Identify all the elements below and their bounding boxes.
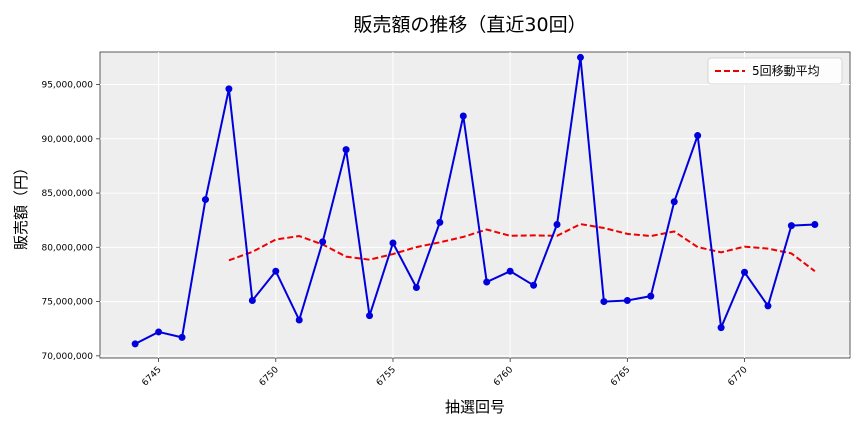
sales-data-point (717, 324, 725, 332)
sales-data-point (623, 296, 631, 304)
sales-data-point (272, 267, 280, 275)
sales-data-point (506, 267, 514, 275)
sales-data-point (155, 328, 163, 336)
sales-data-point (647, 292, 655, 300)
sales-data-point (811, 221, 819, 229)
legend: 5回移動平均 (707, 57, 843, 85)
x-tick-label: 6755 (375, 365, 398, 388)
sales-data-point (553, 221, 561, 229)
sales-data-point (483, 278, 491, 286)
sales-data-point (670, 198, 678, 206)
y-tick-label: 85,000,000 (41, 189, 93, 199)
axes: 6745 6750 6755 6760 6765 6770 70,000,000 75,000… (41, 81, 749, 389)
x-tick-label: 6770 (726, 365, 749, 388)
sales-data-point (389, 239, 397, 247)
x-tick-label: 6745 (140, 365, 163, 388)
x-tick-label: 6765 (609, 365, 632, 388)
sales-data-point (576, 53, 584, 61)
sales-data-point (436, 218, 444, 226)
sales-data-point (295, 316, 303, 324)
sales-data-point (131, 340, 139, 348)
y-tick-label: 75,000,000 (41, 298, 93, 308)
sales-data-point (412, 283, 420, 291)
legend-label-moving-average: 5回移動平均 (752, 64, 820, 78)
sales-data-point (459, 112, 467, 120)
sales-data-point (201, 196, 209, 204)
sales-data-point (248, 296, 256, 304)
sales-data-point (600, 298, 608, 306)
legend-box (707, 57, 843, 85)
sales-data-point (342, 146, 350, 154)
sales-data-point (366, 312, 374, 320)
moving-average-line (228, 223, 816, 272)
chart-title: 販売額の推移（直近30回） (353, 14, 586, 36)
sales-data-point (225, 85, 233, 93)
x-tick-label: 6760 (492, 365, 515, 388)
y-tick-label: 95,000,000 (41, 81, 93, 91)
sales-data-point (178, 333, 186, 341)
sales-data-point (741, 268, 749, 276)
y-axis-title: 販売額（円） (12, 160, 30, 250)
sales-data-point (319, 238, 327, 246)
sales-data-point (764, 302, 772, 310)
x-tick-label: 6750 (258, 365, 281, 388)
series-group (131, 53, 819, 348)
y-tick-label: 80,000,000 (41, 243, 93, 253)
sales-data-point (787, 222, 795, 230)
sales-data-point (530, 281, 538, 289)
y-tick-label: 90,000,000 (41, 135, 93, 145)
y-tick-label: 70,000,000 (41, 352, 93, 362)
x-axis-title: 抽選回号 (445, 398, 505, 416)
sales-line (134, 57, 815, 345)
sales-data-point (694, 132, 702, 140)
